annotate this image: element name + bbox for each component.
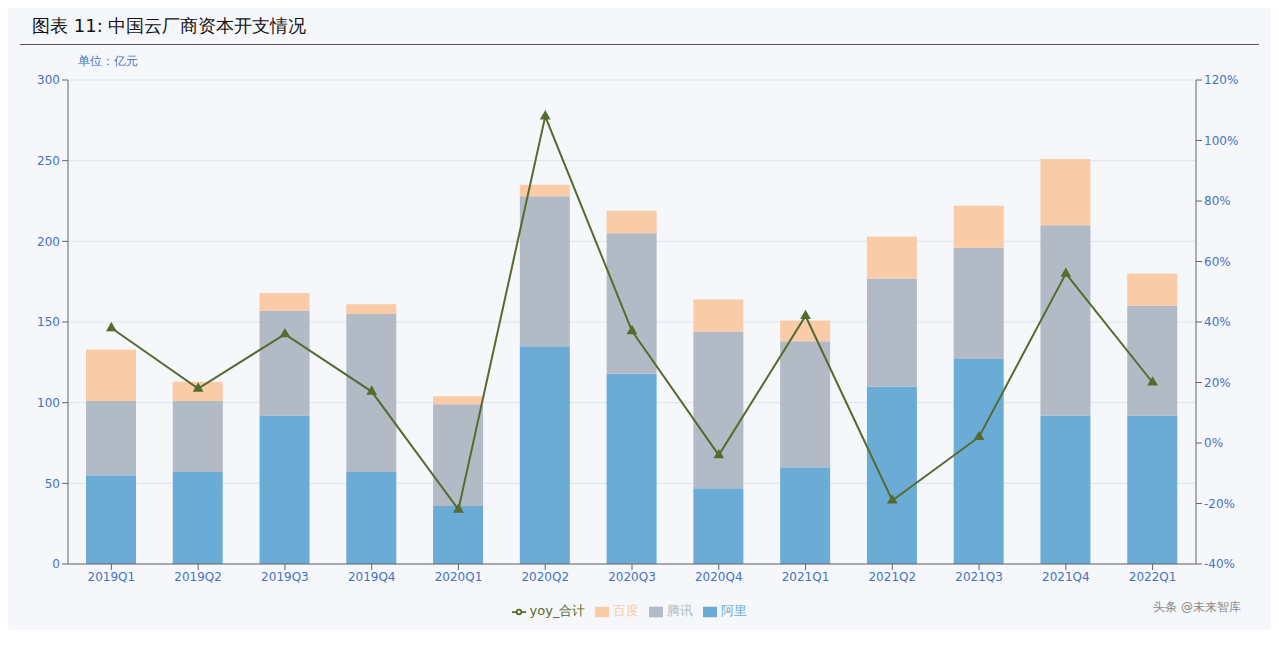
svg-text:-40%: -40% bbox=[1204, 557, 1235, 571]
svg-text:2020Q4: 2020Q4 bbox=[695, 570, 743, 584]
html-text:百度: 百度 bbox=[613, 603, 640, 618]
svg-text:2021Q1: 2021Q1 bbox=[782, 570, 830, 584]
svg-text:2022Q1: 2022Q1 bbox=[1129, 570, 1177, 584]
html-text:腾讯: 腾讯 bbox=[667, 603, 694, 618]
svg-text:2019Q2: 2019Q2 bbox=[174, 570, 222, 584]
svg-text:2020Q1: 2020Q1 bbox=[435, 570, 483, 584]
html-text:图表 11: 中国云厂商资本开支情况: 图表 11: 中国云厂商资本开支情况 bbox=[32, 15, 307, 36]
html-text:单位：亿元: 单位：亿元 bbox=[78, 54, 138, 68]
svg-text:0: 0 bbox=[52, 557, 60, 571]
svg-text:50: 50 bbox=[45, 477, 60, 491]
svg-text:250: 250 bbox=[37, 154, 60, 168]
svg-text:-20%: -20% bbox=[1204, 497, 1235, 511]
svg-text:60%: 60% bbox=[1204, 255, 1231, 269]
svg-text:2020Q2: 2020Q2 bbox=[521, 570, 569, 584]
html-text:yoy_合计: yoy_合计 bbox=[529, 603, 586, 618]
html-text:头条 @未来智库: 头条 @未来智库 bbox=[1153, 600, 1241, 614]
svg-text:200: 200 bbox=[37, 235, 60, 249]
svg-text:2021Q2: 2021Q2 bbox=[868, 570, 916, 584]
svg-text:2019Q3: 2019Q3 bbox=[261, 570, 309, 584]
html-text:阿里: 阿里 bbox=[721, 603, 748, 618]
svg-text:100%: 100% bbox=[1204, 134, 1238, 148]
svg-text:2021Q4: 2021Q4 bbox=[1042, 570, 1090, 584]
svg-text:150: 150 bbox=[37, 315, 60, 329]
svg-text:2021Q3: 2021Q3 bbox=[955, 570, 1003, 584]
svg-text:80%: 80% bbox=[1204, 194, 1231, 208]
svg-text:120%: 120% bbox=[1204, 73, 1238, 87]
svg-text:40%: 40% bbox=[1204, 315, 1231, 329]
svg-text:2019Q4: 2019Q4 bbox=[348, 570, 396, 584]
svg-text:2019Q1: 2019Q1 bbox=[88, 570, 136, 584]
svg-text:100: 100 bbox=[37, 396, 60, 410]
svg-text:0%: 0% bbox=[1204, 436, 1223, 450]
svg-text:300: 300 bbox=[37, 73, 60, 87]
svg-text:20%: 20% bbox=[1204, 376, 1231, 390]
svg-text:2020Q3: 2020Q3 bbox=[608, 570, 656, 584]
